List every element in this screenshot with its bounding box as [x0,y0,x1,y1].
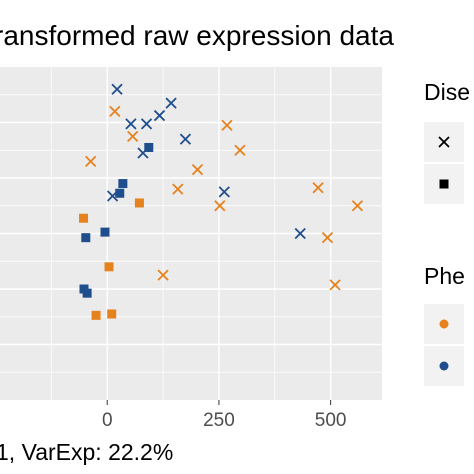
legend-disease-title: Dise [424,79,470,105]
data-point-cross [234,144,246,156]
gridlines [0,67,382,400]
data-point-cross [109,105,121,118]
data-point-square [82,288,92,298]
data-point-square [118,179,128,189]
data-point-square [134,198,144,208]
data-point-cross [111,83,123,95]
data-point-cross [140,118,153,130]
data-point-cross [125,118,137,130]
plot-title: ransformed raw expression data [0,20,394,51]
legend-phenotype-title: Phe [424,263,465,289]
data-point-square [100,227,110,237]
data-point-square [144,142,154,152]
x-tick-label: 250 [203,410,235,431]
legend-key-square [439,179,449,189]
legend-disease: Dise [424,79,470,204]
data-point-cross [165,97,177,109]
data-point-square [91,310,101,320]
data-point-cross [157,269,169,281]
x-tick-label: 500 [315,410,347,431]
data-point-cross [179,133,192,145]
legend-phenotype: Phe [424,263,465,386]
x-axis-title: 1, VarExp: 22.2% [0,439,173,465]
data-point-cross [85,155,97,167]
data-point-square [81,233,91,243]
legend-key-blue-dot [439,361,449,371]
data-point-cross [312,182,324,194]
data-point-cross [294,227,306,240]
legend-key-orange-dot [439,319,449,329]
data-point-cross [221,119,233,131]
data-point-cross [321,232,334,244]
data-point-cross [127,130,139,143]
x-tick-label: 0 [102,410,113,431]
x-axis: 0 250 500 [102,400,347,431]
data-point-cross [153,109,166,122]
data-point-cross [172,183,184,195]
data-point-square [104,262,114,272]
data-point-cross [214,200,226,212]
data-point-square [115,188,125,198]
legend-key-cross [438,136,450,148]
data-point-cross [218,186,230,198]
data-point-cross [329,279,341,291]
data-points [79,83,364,320]
data-point-square [107,309,117,319]
data-point-cross [191,164,204,176]
data-point-cross [351,200,364,212]
data-point-square [79,213,89,223]
